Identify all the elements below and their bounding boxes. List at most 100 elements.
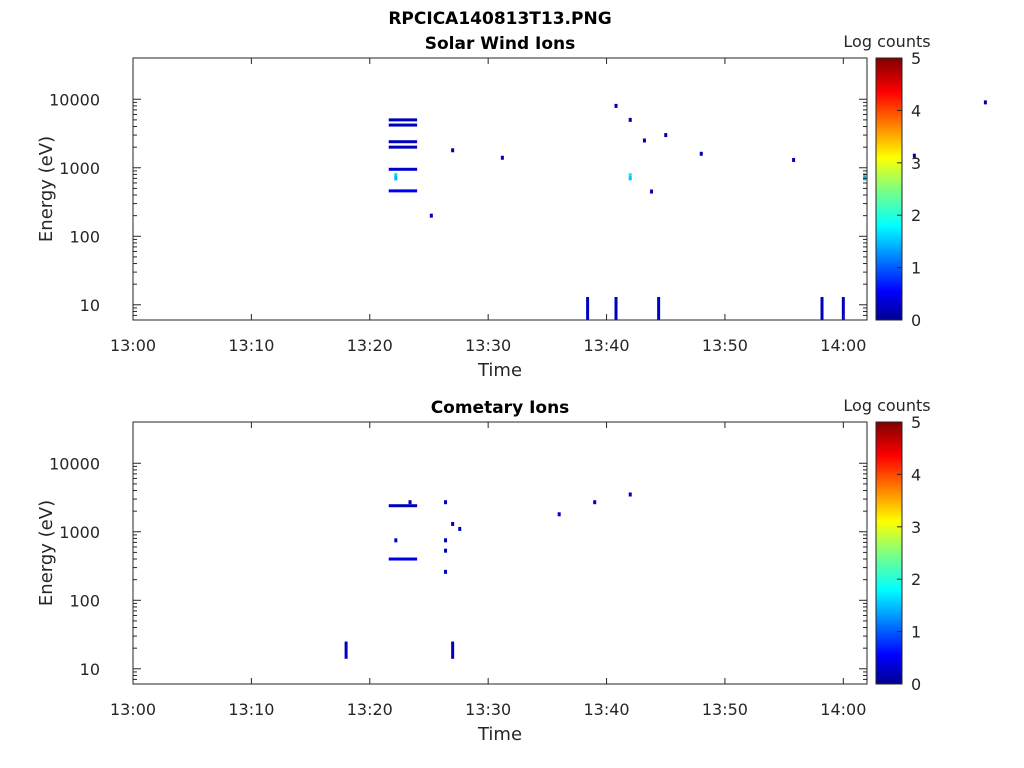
x-tick-label: 13:00 [110,700,156,719]
heatmap-band [388,123,418,127]
heatmap-cell [983,100,987,105]
y-tick-label: 10 [80,296,100,315]
heatmap-cell [394,538,398,543]
colorbar-ticks: 0 1 2 3 4 5 [897,49,921,330]
colorbar-ticks: 0 1 2 3 4 5 [897,413,921,694]
y-axis-ticks: 10 100 1000 10000 [49,90,867,321]
heatmap-cell [429,213,433,218]
heatmap-band [388,189,418,193]
y-tick-label: 10 [80,660,100,679]
heatmap-cell [628,492,632,497]
figure-title: RPCICA140813T13.PNG [388,9,611,29]
y-tick-label: 100 [69,591,100,610]
y-tick-label: 100 [69,227,100,246]
heatmap-ladder [344,641,348,659]
heatmap-cell [863,173,867,178]
colorbar-tick-label: 2 [911,206,921,225]
heatmap-ladder [451,641,455,659]
colorbar: Log counts 0 1 2 3 4 5 [843,32,930,330]
heatmap-cell [628,117,632,122]
panel-title-solar-wind: Solar Wind Ions [425,34,576,54]
heatmap-cell [593,500,597,505]
x-tick-label: 13:10 [228,700,274,719]
heatmap-cell [664,133,668,138]
x-axis-ticks: 13:00 13:10 13:20 13:30 13:40 13:50 14:00 [110,422,866,719]
heatmap-ladder [841,296,845,320]
heatmap-cell [394,176,398,181]
panel-cometary: Cometary Ions 13:00 13:10 13:20 13:30 13:40 1… [36,396,931,745]
x-tick-label: 13:30 [465,336,511,355]
x-tick-label: 13:20 [347,700,393,719]
heatmap-cell [699,151,703,156]
colorbar: Log counts 0 1 2 3 4 5 [843,396,930,694]
plot-frame [132,57,868,321]
heatmap-ladder [820,296,824,320]
x-tick-label: 14:00 [820,700,866,719]
heatmap-ladder [614,296,618,320]
heatmap-cell [451,148,455,153]
x-tick-label: 13:20 [347,336,393,355]
y-tick-label: 1000 [59,159,100,178]
heatmap-cell [408,500,412,505]
colorbar-tick-label: 5 [911,413,921,432]
colorbar-tick-label: 1 [911,259,921,278]
x-tick-label: 13:50 [702,700,748,719]
x-tick-label: 13:00 [110,336,156,355]
panel-title-cometary: Cometary Ions [431,398,570,418]
x-axis-ticks: 13:00 13:10 13:20 13:30 13:40 13:50 14:00 [110,58,866,355]
heatmap-cell [444,548,448,553]
heatmap-ladder [657,296,661,320]
heatmap-marks [344,492,632,659]
colorbar-tick-label: 0 [911,311,921,330]
heatmap-cell [557,512,561,517]
x-tick-label: 13:40 [583,336,629,355]
heatmap-cell [444,500,448,505]
colorbar-tick-label: 3 [911,518,921,537]
heatmap-band [388,118,418,122]
heatmap-cell [628,173,632,178]
heatmap-cell [642,138,646,143]
x-axis-label: Time [477,724,522,745]
x-tick-label: 14:00 [820,336,866,355]
heatmap-cell [650,189,654,194]
heatmap-ladder [586,296,590,320]
heatmap-cell [444,538,448,543]
heatmap-band [388,557,418,561]
heatmap-cell [912,153,916,158]
heatmap-cell [444,569,448,574]
plot-frame [132,421,868,685]
colorbar-label: Log counts [843,396,930,415]
colorbar-tick-label: 4 [911,465,921,484]
heatmap-band [388,167,418,171]
x-tick-label: 13:30 [465,700,511,719]
colorbar-tick-label: 3 [911,154,921,173]
heatmap-marks [388,100,987,320]
x-tick-label: 13:40 [583,700,629,719]
colorbar-tick-label: 0 [911,675,921,694]
heatmap-cell [500,155,504,160]
colorbar-tick-label: 5 [911,49,921,68]
colorbar-tick-label: 2 [911,570,921,589]
heatmap-cell [458,526,462,531]
colorbar-tick-label: 4 [911,101,921,120]
y-tick-label: 1000 [59,523,100,542]
heatmap-cell [451,521,455,526]
x-tick-label: 13:10 [228,336,274,355]
heatmap-cell [628,176,632,181]
colorbar-gradient [875,57,903,321]
colorbar-label: Log counts [843,32,930,51]
y-tick-label: 10000 [49,454,100,473]
heatmap-cell [614,103,618,108]
panel-solar-wind: Solar Wind Ions 13:00 13:10 13:20 13:30 13:4… [36,32,987,381]
colorbar-gradient [875,421,903,685]
heatmap-band [388,145,418,149]
y-axis-label: Energy (eV) [36,136,57,242]
heatmap-cell [792,157,796,162]
heatmap-cell [394,173,398,178]
heatmap-band [388,504,418,508]
heatmap-band [388,140,418,144]
x-axis-label: Time [477,360,522,381]
y-axis-ticks: 10 100 1000 10000 [49,454,867,685]
y-tick-label: 10000 [49,90,100,109]
